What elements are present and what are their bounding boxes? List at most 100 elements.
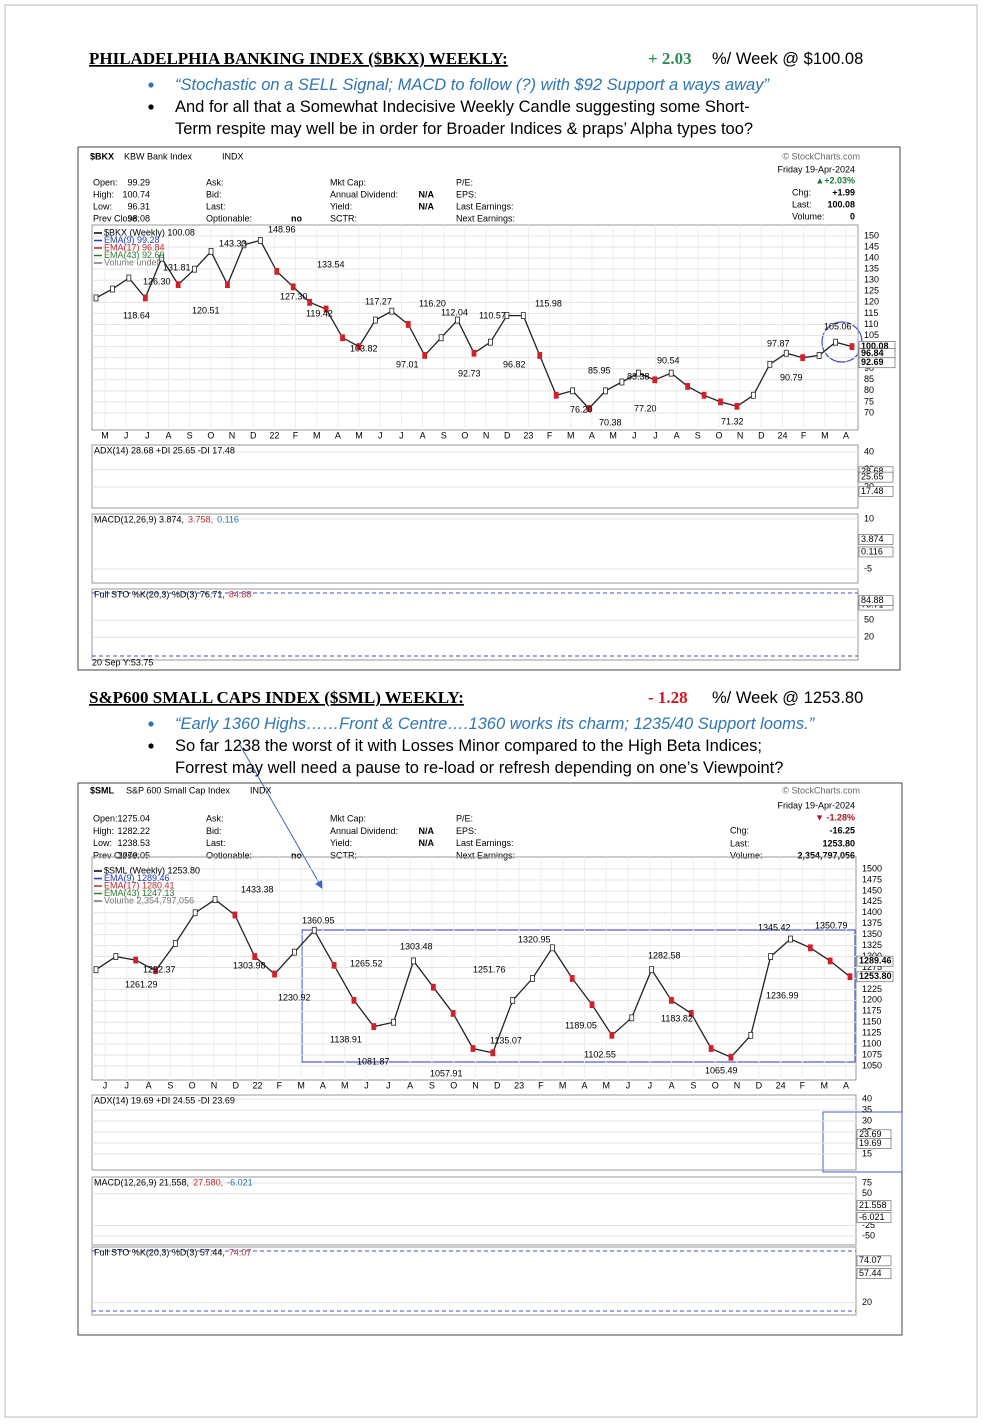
candle bbox=[685, 383, 691, 390]
candle bbox=[652, 376, 658, 384]
price-annotation: 1345.42 bbox=[758, 922, 791, 932]
y-tick-label: 1275 bbox=[862, 962, 882, 972]
quote-label: Yield: bbox=[330, 838, 352, 848]
month-label: J bbox=[378, 430, 383, 440]
value-label: 0.116 bbox=[861, 546, 883, 556]
y-tick-label: 40 bbox=[864, 446, 874, 456]
legend-text: EMA(9) 1289.46 bbox=[104, 873, 170, 883]
candle bbox=[530, 975, 535, 982]
month-label: F bbox=[538, 1080, 544, 1090]
price-annotation: 1320.95 bbox=[518, 934, 551, 944]
candle bbox=[422, 352, 428, 359]
candle bbox=[274, 267, 280, 275]
candle bbox=[748, 1031, 754, 1039]
price-annotation: 105.06 bbox=[824, 321, 852, 331]
candle bbox=[241, 241, 247, 249]
candle bbox=[292, 948, 297, 956]
candle bbox=[708, 1045, 714, 1052]
quote-label: Annual Dividend: bbox=[330, 826, 398, 836]
value-label: 23.69 bbox=[859, 1129, 882, 1139]
summary-label: Chg: bbox=[730, 825, 749, 835]
value-box bbox=[856, 1255, 892, 1267]
y-tick-label: 1400 bbox=[862, 907, 882, 917]
price-annotation: 1065.49 bbox=[705, 1065, 738, 1075]
month-label: M bbox=[355, 430, 363, 440]
candle bbox=[537, 352, 543, 359]
month-label: J bbox=[125, 1080, 130, 1090]
indicator-label: ADX(14) 19.69 +DI 24.55 -DI 23.69 bbox=[94, 1095, 235, 1105]
month-label: J bbox=[626, 1080, 631, 1090]
candle bbox=[93, 966, 99, 974]
price-annotation: 96.82 bbox=[503, 359, 526, 369]
price-annotation: 148.96 bbox=[268, 224, 296, 234]
candle bbox=[669, 996, 674, 1004]
bullet-text: Term respite may well be in order for Br… bbox=[175, 120, 753, 138]
month-label: F bbox=[547, 430, 553, 440]
summary-date: Friday 19-Apr-2024 bbox=[777, 800, 855, 810]
month-label: J bbox=[124, 430, 129, 440]
candle bbox=[827, 957, 833, 965]
quote-label: Ask: bbox=[206, 813, 224, 823]
y-tick-label: 110 bbox=[864, 319, 878, 329]
price-annotation: 115.98 bbox=[535, 298, 562, 308]
y-tick-label: -5 bbox=[864, 563, 872, 573]
candle bbox=[549, 944, 555, 952]
value-box bbox=[856, 1138, 892, 1149]
month-label: S bbox=[429, 1080, 435, 1090]
value-box bbox=[856, 971, 894, 983]
legend-text: EMA(17) 96.84 bbox=[104, 242, 165, 252]
candle bbox=[430, 983, 436, 991]
price-annotation: 1265.52 bbox=[350, 958, 383, 968]
indicator-panel bbox=[91, 1094, 857, 1171]
candle bbox=[807, 944, 813, 952]
month-label: 23 bbox=[523, 430, 533, 440]
quote-label: Yield: bbox=[330, 201, 352, 211]
price-annotation: 131.81 bbox=[163, 262, 191, 272]
quote-label: SCTR: bbox=[330, 213, 357, 223]
y-tick-label: 130 bbox=[864, 275, 879, 285]
month-label: M bbox=[820, 1080, 828, 1090]
candle bbox=[586, 405, 592, 412]
y-tick-label: 70 bbox=[864, 407, 874, 417]
quote-label: EPS: bbox=[456, 826, 477, 836]
price-annotation: 116.20 bbox=[419, 298, 446, 308]
y-tick-label: 1175 bbox=[862, 1006, 881, 1016]
indicator-label: 84.88 bbox=[229, 589, 252, 599]
quote-value: 96.31 bbox=[127, 201, 150, 211]
month-label: M bbox=[609, 430, 617, 440]
month-label: 24 bbox=[776, 1080, 786, 1090]
y-tick-label: 1500 bbox=[862, 863, 882, 873]
quote-label: Prev Close: bbox=[93, 213, 140, 223]
y-tick-label: 15 bbox=[862, 1148, 872, 1158]
y-tick-label: 75 bbox=[862, 1177, 872, 1187]
y-tick-label: 145 bbox=[864, 241, 879, 251]
y-tick-label: 150 bbox=[864, 230, 879, 240]
month-label: N bbox=[229, 430, 236, 440]
y-tick-label: 50 bbox=[862, 1188, 872, 1198]
price-annotation: 70.38 bbox=[599, 417, 622, 427]
weekly-change: - 1.28 bbox=[648, 688, 688, 707]
candle bbox=[833, 338, 838, 346]
indicator-panel bbox=[91, 588, 859, 661]
y-tick-label: 1225 bbox=[862, 984, 882, 994]
month-label: O bbox=[461, 430, 468, 440]
chart-name: KBW Bank Index bbox=[124, 151, 193, 161]
value-box bbox=[858, 357, 896, 369]
candle bbox=[232, 911, 238, 919]
candle bbox=[323, 305, 329, 313]
month-label: A bbox=[146, 1080, 152, 1090]
weekly-change: + 2.03 bbox=[648, 49, 692, 68]
candle bbox=[133, 956, 139, 964]
candle bbox=[470, 1045, 476, 1052]
candle bbox=[635, 369, 641, 377]
month-label: 23 bbox=[514, 1080, 524, 1090]
summary-label: Last: bbox=[730, 838, 750, 848]
legend-text: $BKX (Weekly) 100.08 bbox=[104, 227, 195, 237]
bullet-text: Forrest may well need a pause to re-load… bbox=[175, 759, 783, 777]
y-tick-label: 50 bbox=[864, 615, 874, 625]
candle bbox=[391, 1018, 397, 1026]
candle bbox=[340, 334, 345, 342]
y-tick-label: 1050 bbox=[862, 1060, 882, 1070]
chart-exchange: INDX bbox=[222, 151, 244, 161]
candle bbox=[629, 1014, 635, 1022]
